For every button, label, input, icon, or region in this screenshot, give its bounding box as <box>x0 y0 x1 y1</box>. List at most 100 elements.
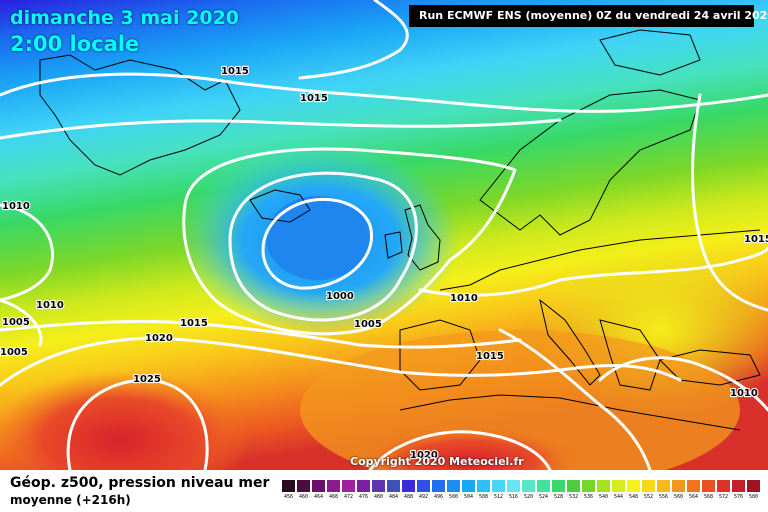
europe-coast <box>439 229 761 291</box>
parameter-subtitle: moyenne (+216h) <box>10 493 131 507</box>
color-scale-label: 504 <box>463 494 474 500</box>
color-scale-label: 528 <box>553 494 564 500</box>
north-africa-coast <box>399 394 741 431</box>
run-info: Run ECMWF ENS (moyenne) 0Z du vendredi 2… <box>409 5 768 27</box>
color-scale-swatch <box>356 479 371 493</box>
balkans-coast <box>599 319 661 391</box>
isobar-label: 1010 <box>2 201 30 212</box>
color-scale-swatch <box>311 479 326 493</box>
color-scale-swatch <box>686 479 701 493</box>
isobar-1010-west <box>0 203 55 302</box>
isobar-label: 1015 <box>476 351 504 362</box>
color-scale-label: 536 <box>583 494 594 500</box>
color-scale-swatch <box>671 479 686 493</box>
isobar-1015-north <box>0 72 768 113</box>
isobar-1015-mid <box>0 320 522 349</box>
color-scale-label: 484 <box>388 494 399 500</box>
color-scale-label: 488 <box>403 494 414 500</box>
svalbard-coast <box>599 29 701 76</box>
color-scale-swatch <box>506 479 521 493</box>
iceland-coast <box>249 189 311 223</box>
color-scale-label: 468 <box>328 494 339 500</box>
color-scale-label: 564 <box>688 494 699 500</box>
color-scale-swatch <box>476 479 491 493</box>
color-scale-swatch <box>296 479 311 493</box>
color-scale-label: 556 <box>658 494 669 500</box>
color-scale-swatch <box>401 479 416 493</box>
color-scale-label: 480 <box>373 494 384 500</box>
color-scale-swatch <box>581 479 596 493</box>
color-scale-label: 496 <box>433 494 444 500</box>
color-scale-label: 500 <box>448 494 459 500</box>
color-scale-swatch <box>596 479 611 493</box>
greenland-coast <box>39 54 241 176</box>
color-scale-swatch <box>491 479 506 493</box>
isobar-west-contour <box>0 298 43 347</box>
forecast-map: 1015 1015 1010 1010 1005 1000 1005 1015 … <box>0 0 768 470</box>
italy-coast <box>539 298 601 386</box>
legend-bar: Géop. z500, pression niveau mer moyenne … <box>0 470 768 512</box>
color-scale-swatch <box>386 479 401 493</box>
color-scale-swatch <box>731 479 746 493</box>
color-scale-label: 552 <box>643 494 654 500</box>
color-scale-swatch <box>626 479 641 493</box>
isobar-label: 1005 <box>2 317 30 328</box>
color-scale-label: 560 <box>673 494 684 500</box>
ireland-coast <box>384 231 403 259</box>
hot-ridge-south <box>360 427 580 470</box>
color-scale-label: 540 <box>598 494 609 500</box>
color-scale-label: 508 <box>478 494 489 500</box>
color-scale-swatch <box>656 479 671 493</box>
color-scale-swatch <box>326 479 341 493</box>
isobar-1005-inner <box>228 171 418 322</box>
color-scale-label: 476 <box>358 494 369 500</box>
color-scale-swatch <box>341 479 356 493</box>
isobar-1015-arc <box>0 118 562 140</box>
color-scale-label: 576 <box>733 494 744 500</box>
isobar-label: 1000 <box>326 291 354 302</box>
color-scale-label: 544 <box>613 494 624 500</box>
coastlines <box>39 29 761 431</box>
color-scale-label: 472 <box>343 494 354 500</box>
color-scale-swatch <box>641 479 656 493</box>
color-scale-swatch <box>281 479 296 493</box>
color-scale-swatch <box>371 479 386 493</box>
color-scale-label: 456 <box>283 494 294 500</box>
isobar-arctic <box>298 0 409 80</box>
isobar-1000 <box>261 197 373 290</box>
color-scale-swatch <box>431 479 446 493</box>
color-scale-swatch <box>551 479 566 493</box>
forecast-date: dimanche 3 mai 2020 <box>10 7 240 29</box>
isobar-1015-med <box>498 328 652 470</box>
isobar-1020 <box>0 336 682 387</box>
color-scale-label: 572 <box>718 494 729 500</box>
isobar-label: 1015 <box>180 318 208 329</box>
color-scale-label: 548 <box>628 494 639 500</box>
isobar-label: 1025 <box>133 374 161 385</box>
color-scale-swatch <box>701 479 716 493</box>
color-scale-label: 580 <box>748 494 759 500</box>
isobar-label: 1005 <box>0 347 28 358</box>
isobar-label: 1020 <box>145 333 173 344</box>
color-scale-label: 568 <box>703 494 714 500</box>
color-scale-label: 532 <box>568 494 579 500</box>
color-scale-swatch <box>566 479 581 493</box>
color-scale-swatch <box>461 479 476 493</box>
isobars <box>0 0 768 470</box>
isobar-label: 1015 <box>221 66 249 77</box>
isobar-label: 1010 <box>730 388 758 399</box>
forecast-time: 2:00 locale <box>10 32 140 56</box>
color-scale-swatch <box>611 479 626 493</box>
color-scale-label: 512 <box>493 494 504 500</box>
isobar-1020-africa <box>368 430 552 470</box>
isobar-east-ridge <box>691 93 768 312</box>
isobar-label: 1015 <box>744 234 768 245</box>
color-scale-swatch <box>716 479 731 493</box>
color-scale-label: 492 <box>418 494 429 500</box>
isobar-label: 1010 <box>450 293 478 304</box>
uk-coast <box>404 204 441 271</box>
color-scale-label: 516 <box>508 494 519 500</box>
color-scale-swatch <box>521 479 536 493</box>
color-scale-swatch <box>446 479 461 493</box>
